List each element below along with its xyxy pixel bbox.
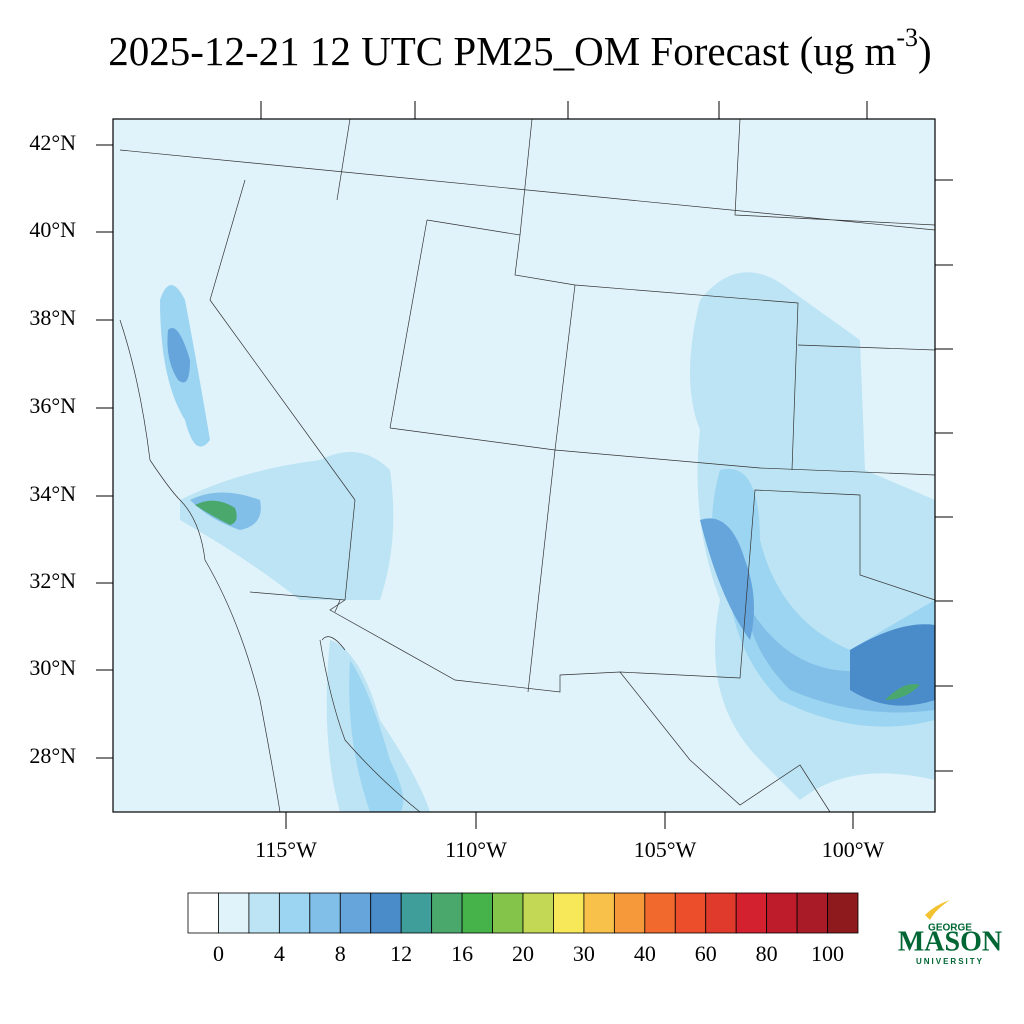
colorbar-box [309, 892, 341, 934]
colorbar-label: 16 [451, 941, 473, 966]
colorbar-label: 8 [335, 941, 346, 966]
colorbar-box [492, 892, 524, 934]
lat-label: 30°N [29, 655, 76, 680]
logo-bottom: UNIVERSITY [916, 957, 984, 966]
lat-label: 38°N [29, 305, 76, 330]
lon-label: 100°W [822, 837, 885, 862]
colorbar-label: 4 [274, 941, 285, 966]
colorbar-box [583, 892, 615, 934]
lat-label: 40°N [29, 217, 76, 242]
logo: GEORGE MASON UNIVERSITY [898, 900, 1002, 966]
colorbar-label: 30 [573, 941, 595, 966]
title-superscript: -3 [896, 23, 918, 52]
logo-main: MASON [898, 926, 1002, 957]
colorbar-box [827, 892, 859, 934]
lon-label: 105°W [634, 837, 697, 862]
boundaries [119, 118, 936, 813]
colorbar-box [431, 892, 463, 934]
lat-label: 42°N [29, 130, 76, 155]
colorbar-label: 12 [390, 941, 412, 966]
lat-label: 28°N [29, 743, 76, 768]
colorbar-label: 80 [756, 941, 778, 966]
axis-ticks: 42°N 40°N 38°N 36°N 34°N 32°N 30°N 28°N 115°W 110… [29, 101, 953, 862]
logo-top: GEORGE [928, 923, 972, 934]
colorbar-label: 20 [512, 941, 534, 966]
colorbar-box [613, 892, 646, 934]
colorbar-box [218, 892, 250, 934]
lon-label: 115°W [255, 837, 317, 862]
colorbar-label: 40 [634, 941, 656, 966]
colorbar-box [187, 892, 219, 934]
lat-label: 34°N [29, 481, 76, 506]
concentration-field [160, 272, 935, 812]
colorbar-box [461, 892, 493, 934]
colorbar-box [674, 892, 707, 934]
colorbar-box [766, 892, 798, 934]
colorbar-box [796, 892, 828, 934]
colorbar-box [522, 892, 554, 934]
title-close: ) [918, 28, 932, 74]
map-frame [112, 118, 936, 813]
lat-label: 36°N [29, 393, 76, 418]
colorbar-box [735, 892, 768, 934]
title-text: 2025-12-21 12 UTC PM25_OM Forecast (ug m [108, 28, 896, 74]
lat-label: 32°N [29, 568, 76, 593]
lon-label: 110°W [445, 837, 507, 862]
colorbar-label: 100 [811, 941, 844, 966]
colorbar-box [644, 892, 676, 934]
colorbar-label: 0 [213, 941, 224, 966]
colorbar-label: 60 [695, 941, 717, 966]
colorbar-box [400, 892, 433, 934]
colorbar-box [553, 892, 585, 934]
title: 2025-12-21 12 UTC PM25_OM Forecast (ug m… [108, 23, 931, 74]
colorbar-box [248, 892, 280, 934]
colorbar-box [278, 892, 311, 934]
colorbar-box [370, 892, 402, 934]
colorbar: 0 4 8 12 16 20 30 40 60 80 100 [187, 892, 859, 966]
map [112, 118, 936, 813]
colorbar-box [339, 892, 372, 934]
colorbar-box [705, 892, 737, 934]
